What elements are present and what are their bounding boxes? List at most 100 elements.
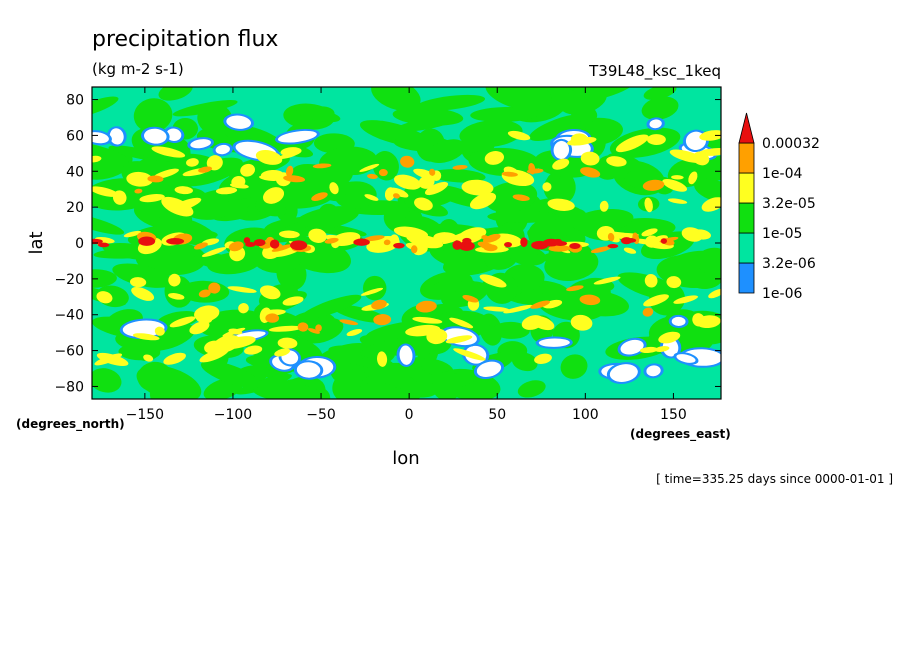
contour-cell [641, 228, 658, 237]
contour-cell [324, 237, 339, 244]
contour-cell [429, 168, 436, 176]
legend-swatch [738, 172, 755, 204]
contour-cell [470, 106, 540, 123]
contour-cell [660, 238, 668, 244]
contour-cell [274, 348, 291, 357]
chart-title: precipitation flux [92, 27, 278, 52]
contour-cell [215, 187, 238, 195]
contour-cell [186, 158, 199, 167]
contour-cell [259, 175, 279, 182]
contour-cell [569, 243, 581, 250]
contour-cell [132, 333, 160, 341]
contour-cell [365, 320, 436, 341]
contour-cell [649, 119, 662, 129]
contour-cell [644, 197, 653, 213]
contour-cell [696, 247, 721, 275]
contour-cell [226, 115, 252, 129]
x-tick-label: 0 [405, 407, 414, 423]
contour-cell [504, 242, 512, 248]
contour-cell [607, 232, 615, 242]
contour-cell [671, 316, 686, 326]
contour-cell [166, 238, 185, 245]
contour-cell [593, 276, 621, 285]
contour-cell [405, 324, 441, 337]
contour-cell [529, 114, 589, 141]
contour-cell [360, 340, 399, 358]
contour-cell [151, 146, 186, 158]
contour-cell [300, 294, 362, 320]
contour-cell [691, 229, 711, 240]
contour-cell [449, 317, 474, 329]
contour-cell [644, 274, 658, 288]
contour-cell [262, 187, 285, 204]
contour-cell [560, 354, 588, 379]
contour-cell [501, 171, 518, 177]
contour-cell [158, 87, 193, 101]
contour-cell [658, 331, 681, 344]
contour-cell [642, 307, 654, 317]
contour-cell [139, 193, 165, 203]
contour-cell [112, 263, 174, 288]
contour-cell [228, 328, 243, 335]
y-tick-label: 60 [66, 128, 84, 144]
contour-cell [339, 319, 359, 326]
contour-cell [673, 295, 698, 304]
y-tick-label: 40 [66, 164, 84, 180]
contour-cell [362, 275, 387, 301]
contour-cell [208, 282, 221, 294]
contour-cell [359, 163, 380, 172]
contour-cell [485, 181, 538, 213]
contour-cell [253, 239, 266, 247]
contour-cell [615, 134, 649, 153]
contour-cell [122, 320, 165, 337]
contour-cell [414, 197, 433, 211]
contour-cell [311, 192, 328, 201]
contour-cell [240, 163, 255, 177]
contour-cell [373, 314, 392, 326]
contour-cell [530, 315, 555, 331]
contour-cell [154, 326, 165, 336]
legend-label: 3.2e-05 [762, 196, 816, 212]
contour-cell [392, 107, 464, 126]
contour-cell [147, 175, 164, 183]
contour-cell [383, 239, 391, 246]
contour-cell [646, 365, 661, 377]
contour-cell [570, 133, 589, 146]
legend-swatch [738, 202, 755, 234]
contour-cell [526, 168, 544, 174]
contour-cell [413, 168, 439, 180]
contour-cell [708, 288, 721, 299]
contour-cell [238, 303, 249, 314]
legend-label: 0.00032 [762, 136, 820, 152]
contour-cell [278, 230, 300, 239]
contour-cell [623, 238, 637, 243]
contour-cell [507, 130, 531, 141]
contour-cell [560, 87, 607, 115]
legend-swatch [738, 142, 755, 174]
contour-cell [579, 294, 601, 306]
contour-cell [642, 179, 665, 191]
contour-cell [296, 362, 321, 378]
contour-cell [406, 236, 438, 247]
contour-cell [268, 325, 303, 332]
y-axis: −80 −60 −40 −20 0 20 40 60 80 [54, 93, 721, 395]
contour-cell [96, 291, 113, 304]
y-axis-label: lat [26, 231, 47, 254]
contour-cell [102, 243, 173, 261]
contour-cell [399, 345, 413, 365]
legend-label: 1e-06 [762, 286, 802, 302]
contour-cell [512, 194, 530, 201]
contour-cell [553, 140, 570, 159]
contour-cell [487, 210, 559, 223]
contour-cell [479, 274, 507, 288]
contour-cell [484, 151, 505, 165]
contour-cell [308, 228, 327, 243]
x-tick-label: 50 [488, 407, 506, 423]
contour-cell [623, 247, 637, 254]
contour-cell [197, 103, 233, 135]
contour-cell [97, 242, 110, 248]
contour-cell [364, 194, 379, 201]
contour-cell [315, 324, 322, 332]
contour-cell [376, 351, 388, 367]
